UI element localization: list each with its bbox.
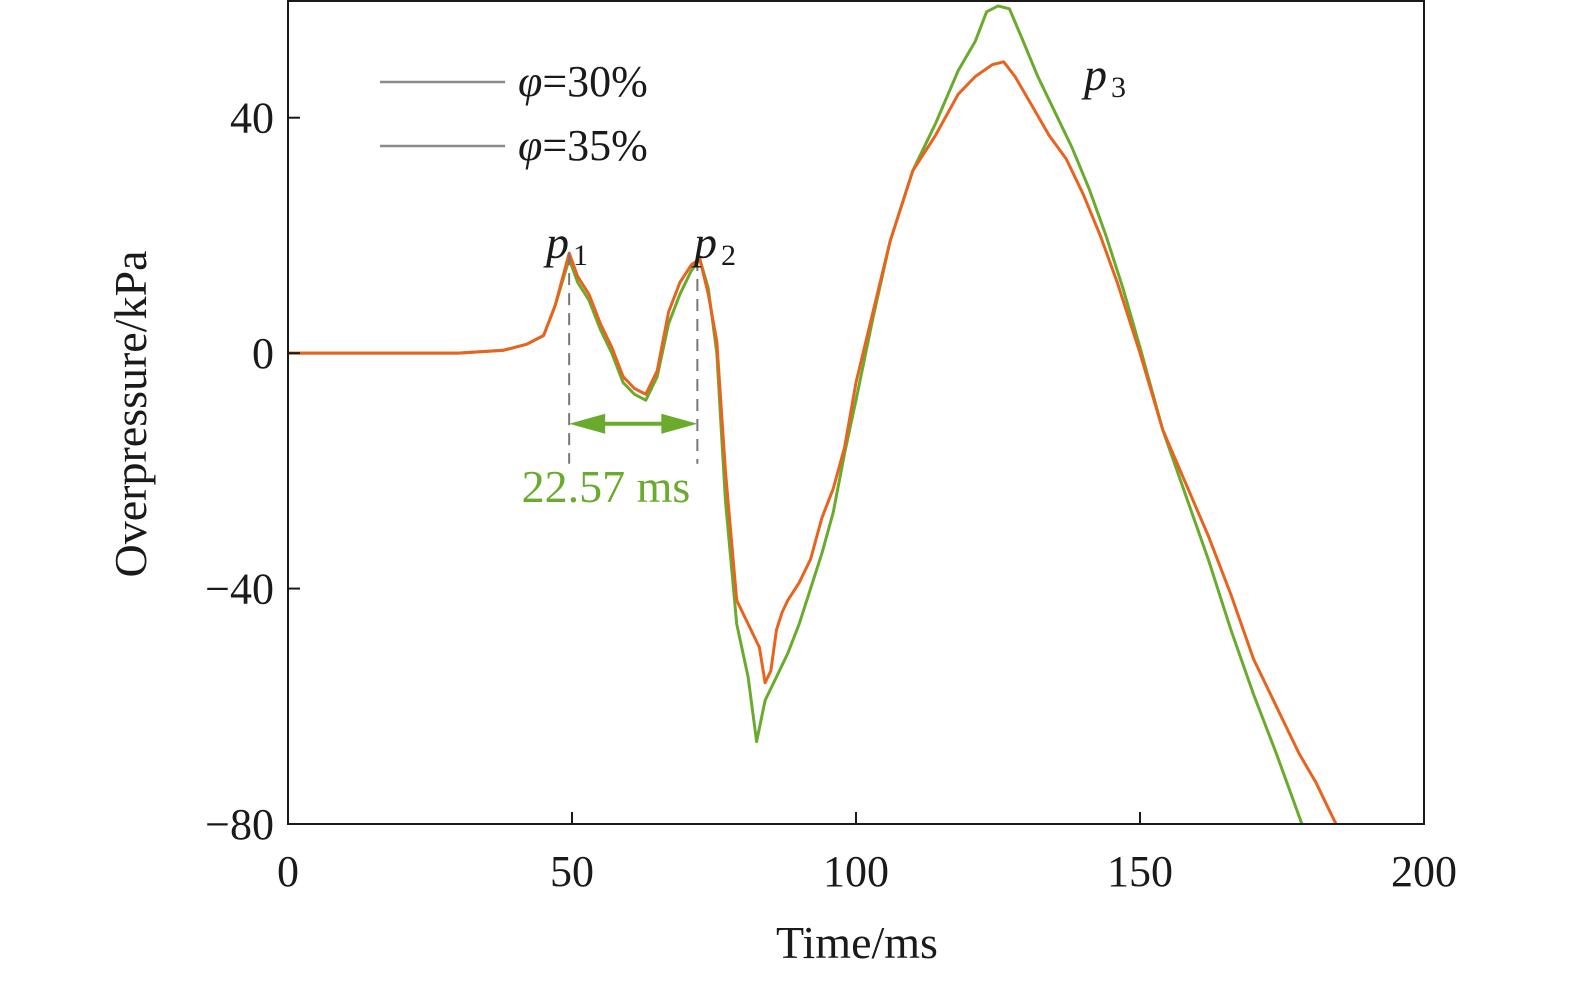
peak-p1-letter: p [543,217,569,268]
series-line-phi35 [288,4,1304,824]
interval-arrow-right-head [661,413,698,434]
y-tick-label: −40 [205,565,274,614]
x-tick-label: 100 [823,847,889,896]
x-tick-label: 200 [1391,847,1457,896]
legend-label-phi35: φ=35% [518,121,648,170]
legend-label-phi30: φ=30% [518,57,648,106]
interval-label: 22.57 ms [522,461,691,512]
y-tick-label: 40 [230,94,274,143]
peak-p2-letter: p [691,217,717,268]
y-tick-label: 0 [252,329,274,378]
legend-symbol-phi30: φ [518,57,542,106]
legend: φ=30% φ=35% [380,57,648,170]
x-axis-title: Time/ms [776,917,938,968]
series-line-phi30 [288,60,1338,824]
legend-value-phi35: =35% [542,121,647,170]
peak-p2-subscript: 2 [721,239,736,272]
plot-layer [287,0,1425,825]
x-tick-label: 50 [550,847,594,896]
legend-symbol-phi35: φ [518,121,542,170]
interval-arrow-left-head [569,413,606,434]
plot-frame [287,0,1425,825]
peak-p3-letter: p [1081,49,1107,100]
peak-p3-subscript: 3 [1111,71,1126,104]
annotation-layer [568,253,699,464]
peak-p1-subscript: 1 [573,239,588,272]
y-tick-label: −80 [205,800,274,849]
legend-value-phi30: =30% [542,57,647,106]
x-tick-label: 0 [277,847,299,896]
x-tick-label: 150 [1107,847,1173,896]
ticks-layer: 0 50 100 150 200 −80 −40 0 40 [205,94,1457,896]
y-axis-title: Overpressure/kPa [105,250,156,577]
